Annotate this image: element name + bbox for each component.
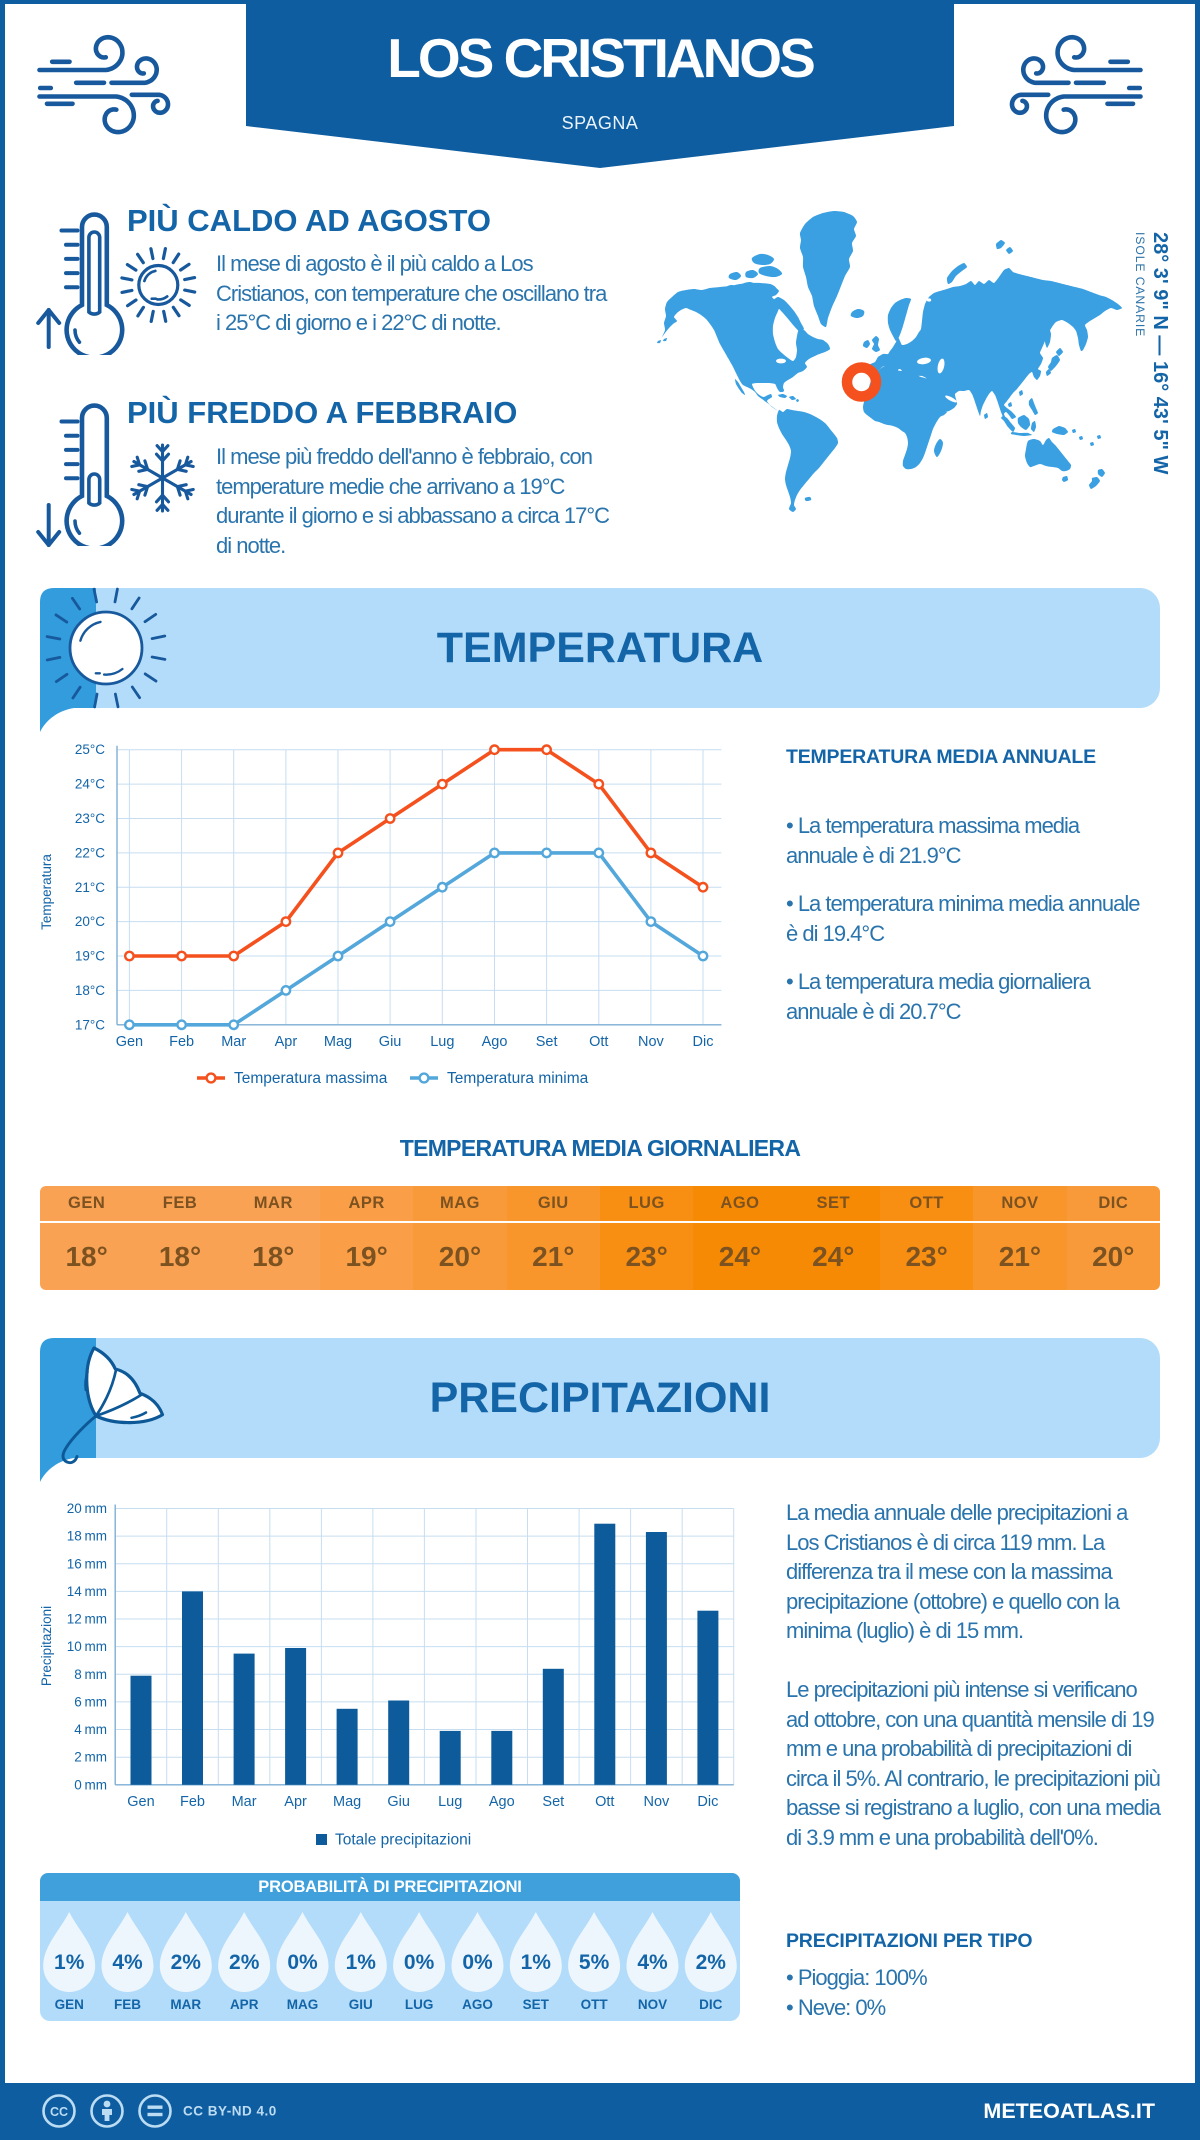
svg-text:18 mm: 18 mm	[67, 1529, 107, 1544]
svg-text:22°C: 22°C	[75, 845, 105, 860]
svg-text:GEN: GEN	[55, 1997, 84, 2012]
svg-text:Lug: Lug	[430, 1034, 454, 1050]
svg-text:AGO: AGO	[462, 1997, 493, 2012]
svg-text:20°C: 20°C	[75, 914, 105, 929]
svg-text:0%: 0%	[404, 1951, 435, 1974]
svg-text:Giu: Giu	[379, 1034, 402, 1050]
svg-text:SET: SET	[523, 1997, 550, 2012]
svg-text:4%: 4%	[112, 1951, 143, 1974]
svg-text:2%: 2%	[171, 1951, 202, 1974]
svg-text:1%: 1%	[521, 1951, 552, 1974]
svg-text:APR: APR	[230, 1997, 259, 2012]
svg-text:Mag: Mag	[324, 1034, 352, 1050]
svg-text:CC BY-ND 4.0: CC BY-ND 4.0	[183, 2104, 277, 2119]
svg-text:Totale precipitazioni: Totale precipitazioni	[335, 1832, 471, 1849]
svg-text:Apr: Apr	[275, 1034, 298, 1050]
svg-text:Dic: Dic	[697, 1794, 718, 1810]
svg-text:0 mm: 0 mm	[74, 1777, 107, 1792]
svg-text:0%: 0%	[462, 1951, 493, 1974]
svg-text:METEOATLAS.IT: METEOATLAS.IT	[983, 2099, 1155, 2123]
svg-text:GIU: GIU	[349, 1997, 373, 2012]
svg-text:Gen: Gen	[116, 1034, 143, 1050]
svg-text:OTT: OTT	[581, 1997, 609, 2012]
svg-text:20 mm: 20 mm	[67, 1501, 107, 1516]
svg-text:16 mm: 16 mm	[67, 1556, 107, 1571]
svg-text:NOV: NOV	[638, 1997, 667, 2012]
svg-text:DIC: DIC	[699, 1997, 723, 2012]
svg-text:Temperatura minima: Temperatura minima	[447, 1070, 589, 1087]
svg-text:18°C: 18°C	[75, 983, 105, 998]
svg-text:10 mm: 10 mm	[67, 1639, 107, 1654]
svg-text:21°C: 21°C	[75, 880, 105, 895]
svg-text:2 mm: 2 mm	[74, 1750, 107, 1765]
svg-text:Lug: Lug	[438, 1794, 462, 1810]
svg-text:0%: 0%	[287, 1951, 318, 1974]
svg-text:Gen: Gen	[127, 1794, 154, 1810]
svg-text:Apr: Apr	[284, 1794, 307, 1810]
svg-text:19°C: 19°C	[75, 949, 105, 964]
svg-text:Nov: Nov	[638, 1034, 665, 1050]
svg-text:1%: 1%	[346, 1951, 377, 1974]
svg-text:Mar: Mar	[232, 1794, 257, 1810]
svg-text:2%: 2%	[696, 1951, 727, 1974]
svg-text:Ott: Ott	[589, 1034, 608, 1050]
svg-text:4 mm: 4 mm	[74, 1722, 107, 1737]
svg-text:4%: 4%	[637, 1951, 668, 1974]
svg-text:12 mm: 12 mm	[67, 1612, 107, 1627]
svg-text:Ago: Ago	[489, 1794, 515, 1810]
svg-text:5%: 5%	[579, 1951, 610, 1974]
svg-text:Mar: Mar	[221, 1034, 246, 1050]
svg-text:FEB: FEB	[114, 1997, 141, 2012]
svg-text:Ago: Ago	[482, 1034, 508, 1050]
svg-text:25°C: 25°C	[75, 742, 105, 757]
svg-text:Temperatura: Temperatura	[39, 854, 54, 930]
svg-text:6 mm: 6 mm	[74, 1694, 107, 1709]
svg-text:LUG: LUG	[405, 1997, 434, 2012]
svg-text:Mag: Mag	[333, 1794, 361, 1810]
svg-text:2%: 2%	[229, 1951, 260, 1974]
svg-text:Ott: Ott	[595, 1794, 614, 1810]
svg-text:MAR: MAR	[170, 1997, 201, 2012]
svg-text:CC: CC	[50, 2105, 68, 2119]
svg-text:1%: 1%	[54, 1951, 85, 1974]
svg-text:24°C: 24°C	[75, 777, 105, 792]
svg-text:Precipitazioni: Precipitazioni	[39, 1606, 54, 1686]
svg-text:14 mm: 14 mm	[67, 1584, 107, 1599]
svg-text:Dic: Dic	[693, 1034, 714, 1050]
svg-text:Set: Set	[542, 1794, 564, 1810]
svg-text:17°C: 17°C	[75, 1017, 105, 1032]
svg-text:23°C: 23°C	[75, 811, 105, 826]
svg-text:MAG: MAG	[287, 1997, 319, 2012]
svg-text:Set: Set	[536, 1034, 558, 1050]
svg-text:Giu: Giu	[387, 1794, 410, 1810]
svg-text:Feb: Feb	[180, 1794, 205, 1810]
svg-text:Temperatura massima: Temperatura massima	[234, 1070, 388, 1087]
svg-text:Feb: Feb	[169, 1034, 194, 1050]
svg-text:8 mm: 8 mm	[74, 1667, 107, 1682]
svg-text:Nov: Nov	[644, 1794, 671, 1810]
